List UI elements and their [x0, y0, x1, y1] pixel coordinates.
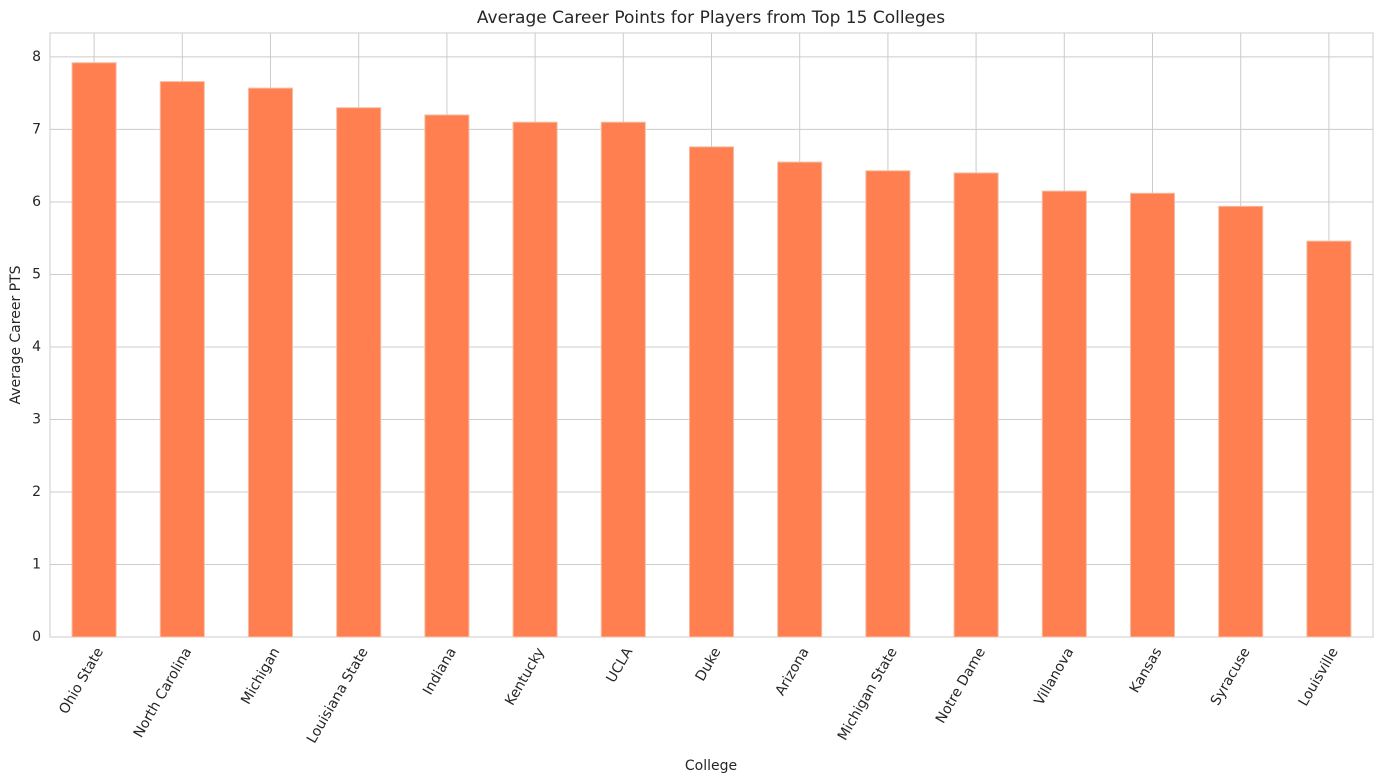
y-tick-label: 4 — [32, 339, 41, 355]
bar — [1129, 192, 1176, 638]
chart-title: Average Career Points for Players from T… — [477, 8, 945, 28]
bar — [1041, 190, 1087, 638]
y-tick-label: 0 — [32, 629, 41, 645]
x-tick-label: Duke — [693, 645, 725, 684]
x-tick-label: Ohio State — [56, 645, 107, 717]
y-tick-label: 3 — [32, 411, 41, 427]
bar — [777, 161, 823, 638]
y-tick-label: 5 — [32, 266, 41, 282]
y-tick-label: 6 — [32, 194, 41, 210]
bar — [1306, 240, 1352, 638]
x-tick-label: Michigan State — [835, 645, 901, 743]
y-tick-label: 1 — [32, 556, 41, 572]
y-tick-label: 7 — [32, 121, 41, 137]
bar — [424, 114, 470, 638]
x-tick-label: Michigan — [238, 645, 283, 707]
bar — [336, 107, 382, 638]
bar — [159, 81, 205, 638]
y-axis-label: Average Career PTS — [8, 265, 24, 404]
bar — [71, 62, 117, 638]
x-tick-label: North Carolina — [131, 645, 195, 741]
bar — [247, 87, 294, 638]
bar — [953, 172, 999, 638]
x-tick-label: Kentucky — [502, 645, 548, 708]
bar — [1218, 205, 1264, 638]
x-tick-label: Villanova — [1031, 645, 1077, 708]
x-tick-label: Kansas — [1127, 645, 1166, 696]
x-tick-label: Notre Dame — [933, 645, 989, 726]
x-tick-label: Syracuse — [1208, 645, 1254, 708]
y-tick-label: 8 — [32, 49, 41, 65]
x-tick-label: Indiana — [420, 645, 460, 698]
y-tick-label: 2 — [32, 484, 41, 500]
bar — [688, 146, 735, 638]
x-tick-label: Louisville — [1296, 645, 1342, 709]
bar — [865, 170, 911, 638]
x-axis-label: College — [685, 758, 737, 774]
x-tick-label: Arizona — [772, 645, 812, 699]
bar — [600, 121, 646, 638]
bar — [512, 121, 558, 638]
x-tick-label: Louisiana State — [304, 645, 372, 746]
x-tick-label: UCLA — [604, 645, 637, 686]
